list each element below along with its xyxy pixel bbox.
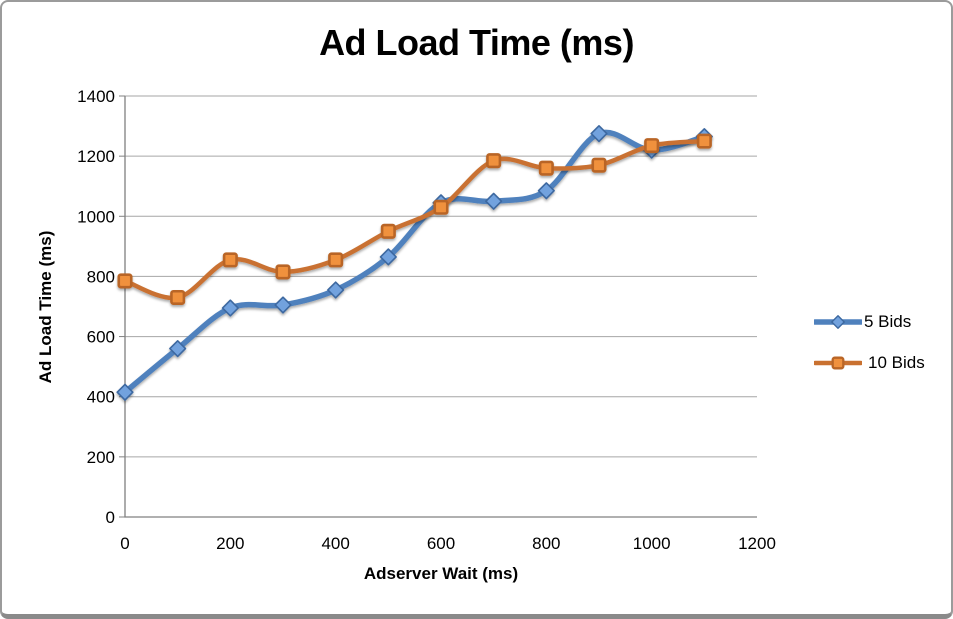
data-point-marker [644,138,660,154]
x-tick-label: 1200 [738,534,776,553]
data-point-marker [169,340,187,358]
x-tick-labels: 0 200 400 600 800 1000 1200 [120,534,776,553]
data-point-marker [831,356,845,370]
data-point-marker [275,264,291,280]
y-tick-label: 1400 [77,87,115,106]
gridlines [119,95,757,518]
y-tick-label: 0 [106,508,115,527]
data-point-marker [379,248,397,266]
x-tick-label: 0 [120,534,129,553]
x-tick-label: 200 [216,534,244,553]
legend-label-5-bids: 5 Bids [864,312,912,331]
legend-item-10-bids: 10 Bids [814,353,925,373]
data-point-marker [222,252,238,268]
x-axis-title: Adserver Wait (ms) [363,564,519,583]
legend-item-5-bids: 5 Bids [814,312,925,332]
series-line [122,138,707,301]
x-tick-label: 800 [532,534,560,553]
data-point-marker [274,296,292,314]
axis-lines [124,96,757,518]
data-point-marker [537,182,555,200]
data-point-marker [590,124,608,143]
data-point-marker [591,157,607,173]
x-tick-label: 400 [321,534,349,553]
data-point-marker [117,273,133,289]
series-line [122,129,708,395]
x-tick-label: 1000 [633,534,671,553]
data-point-marker [485,192,503,210]
data-point-marker [696,133,712,149]
data-point-marker [328,252,344,268]
y-tick-label: 1000 [77,207,115,226]
data-point-marker [433,199,449,215]
legend-line-square-icon [814,356,862,370]
legend: 5 Bids 10 Bids [814,312,925,373]
y-tick-label: 200 [87,448,115,467]
data-point-marker [538,160,554,176]
y-tick-labels: 0 200 400 600 800 1000 1200 1400 [77,87,115,527]
data-point-marker [486,153,502,169]
data-point-marker [116,383,134,401]
series-10-bids [117,133,712,306]
y-tick-label: 600 [87,328,115,347]
y-axis-title: Ad Load Time (ms) [36,230,55,384]
chart-title: Ad Load Time (ms) [319,22,634,63]
legend-line-diamond-icon [814,315,862,329]
data-point-marker [170,289,186,306]
data-point-marker [380,223,396,239]
y-tick-label: 400 [87,388,115,407]
data-point-marker [327,281,345,299]
y-tick-label: 1200 [77,147,115,166]
x-tick-label: 600 [427,534,455,553]
legend-label-10-bids: 10 Bids [868,353,925,372]
data-point-marker [221,299,239,317]
series-5-bids [116,124,713,401]
data-point-marker [831,315,845,329]
y-tick-label: 800 [87,267,115,286]
